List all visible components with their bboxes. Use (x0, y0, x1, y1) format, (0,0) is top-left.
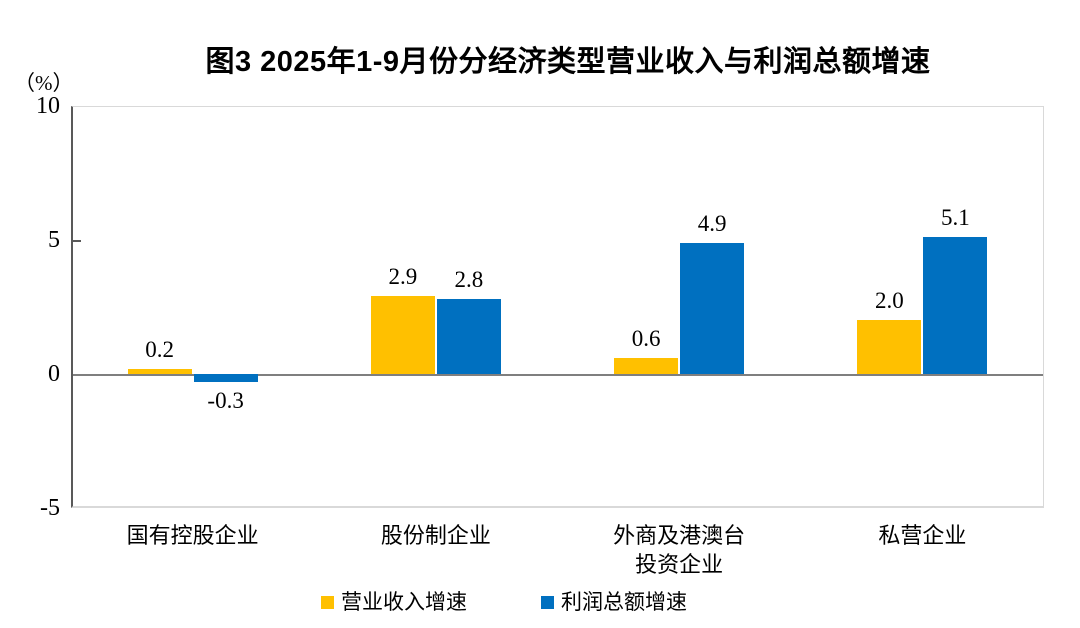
category-label: 私营企业 (878, 523, 967, 548)
category-label: 股份制企业 (380, 523, 491, 548)
bar-series-2-cat-3 (680, 242, 745, 374)
y-tick-label: 10 (36, 93, 60, 119)
bar-value-label: -0.3 (207, 388, 244, 414)
bar-series-1-cat-1 (127, 368, 192, 374)
category-label: 外商及港澳台 投资企业 (613, 523, 746, 577)
bar-series-2-cat-4 (923, 237, 988, 374)
bar-series-1-cat-3 (614, 357, 679, 374)
plot-area (71, 106, 1044, 508)
legend-swatch (541, 595, 554, 609)
y-tick-label: -5 (40, 495, 60, 521)
zero-gridline (73, 374, 1043, 376)
bar-value-label: 0.6 (631, 325, 661, 351)
chart-title: 图3 2025年1-9月份分经济类型营业收入与利润总额增速 (205, 46, 931, 78)
bar-series-2-cat-1 (193, 374, 258, 383)
bar-series-1-cat-4 (857, 320, 922, 374)
category-label: 国有控股企业 (126, 523, 259, 548)
y-axis-unit-label: （%） (14, 71, 74, 95)
legend-swatch (321, 595, 334, 609)
legend-item: 营业收入增速 (321, 590, 467, 614)
bar-value-label: 0.2 (145, 336, 174, 362)
bar-series-1-cat-2 (370, 296, 435, 374)
legend-label: 利润总额增速 (561, 590, 687, 614)
legend-label: 营业收入增速 (341, 590, 467, 614)
bar-value-label: 2.8 (454, 266, 484, 292)
y-tick-label: 5 (48, 227, 60, 253)
legend-item: 利润总额增速 (541, 590, 687, 614)
bar-value-label: 4.9 (697, 210, 727, 236)
legend: 营业收入增速 利润总额增速 (0, 590, 1044, 614)
bar-value-label: 2.9 (388, 264, 418, 290)
y-tick-label: 0 (48, 361, 60, 387)
bar-value-label: 5.1 (941, 205, 970, 231)
bar-series-2-cat-2 (436, 298, 501, 374)
bar-value-label: 2.0 (875, 288, 904, 314)
y-axis-tick (73, 240, 81, 242)
